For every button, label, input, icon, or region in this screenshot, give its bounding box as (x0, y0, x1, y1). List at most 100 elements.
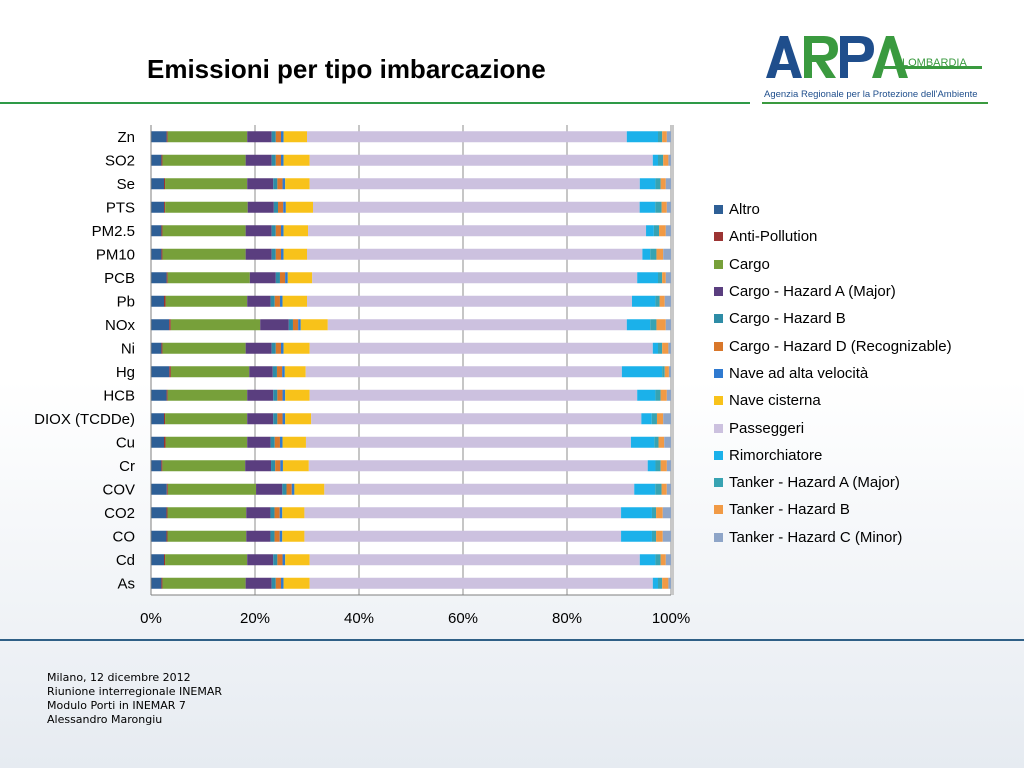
bar-segment (661, 483, 667, 495)
bar-segment (276, 366, 283, 378)
bar-segment (280, 460, 283, 472)
bar-segment (167, 483, 257, 495)
bar-segment (277, 178, 283, 190)
logo-mark (766, 36, 982, 78)
legend-label: Tanker - Hazard C (Minor) (729, 528, 903, 546)
bar-segment (279, 530, 283, 542)
bar-segment (151, 248, 162, 260)
bar-segment (283, 225, 309, 237)
bar-segment (663, 248, 671, 260)
bar-segment (169, 366, 171, 378)
bar-segment (151, 366, 170, 378)
bar-segment (282, 530, 305, 542)
bar-segment (164, 436, 166, 448)
bar-segment (249, 366, 273, 378)
bar-segment (662, 530, 671, 542)
legend-label: Altro (729, 201, 760, 219)
bar-segment (634, 483, 656, 495)
bar-segment (151, 154, 162, 166)
bar-segment (273, 413, 278, 425)
bar-segment (260, 319, 289, 331)
legend-item: Tanker - Hazard C (Minor) (714, 524, 952, 551)
bar-segment (304, 530, 622, 542)
bar-segment (161, 154, 163, 166)
bar-segment (271, 577, 276, 589)
bar-segment (161, 248, 163, 260)
bar-segment (165, 413, 248, 425)
y-tick-label: Ni (121, 340, 135, 357)
bar-segment (281, 577, 284, 589)
bar-segment (273, 389, 278, 401)
legend-swatch (714, 505, 723, 515)
legend-label: Cargo - Hazard A (Major) (729, 283, 896, 301)
y-tick-label: PM2.5 (92, 223, 135, 240)
legend-label: Cargo - Hazard D (Recognizable) (729, 337, 952, 355)
bar-segment (281, 225, 284, 237)
legend-label: Cargo - Hazard B (729, 310, 846, 328)
bar-segment (666, 460, 671, 472)
bar-segment (167, 131, 248, 143)
bar-segment (247, 131, 272, 143)
bar-segment (285, 554, 310, 566)
legend-label: Rimorchiatore (729, 446, 823, 464)
bar-segment (277, 413, 283, 425)
bar-segment (665, 178, 671, 190)
bar-segment (285, 272, 288, 284)
bar-segment (161, 342, 163, 354)
bar-segment (270, 295, 275, 307)
bar-segment (283, 154, 310, 166)
bar-segment (279, 436, 283, 448)
legend-item: Altro (714, 196, 952, 223)
chart-legend: Altro Anti-Pollution Cargo Cargo - Hazard A… (714, 196, 952, 551)
bar-segment (277, 554, 283, 566)
bar-segment (281, 154, 284, 166)
bar-segment (309, 342, 653, 354)
bar-segment (151, 460, 162, 472)
bar-segment (166, 507, 168, 519)
bar-segment (662, 342, 669, 354)
x-tick-label: 60% (448, 610, 478, 627)
bar-segment (282, 366, 285, 378)
bar-segment (281, 342, 284, 354)
bar-segment (165, 554, 248, 566)
legend-swatch (714, 341, 723, 351)
bar-segment (655, 460, 661, 472)
bar-segment (151, 131, 167, 143)
bar-segment (273, 178, 278, 190)
bar-segment (654, 436, 659, 448)
bar-segment (639, 178, 656, 190)
bar-segment (275, 460, 281, 472)
bar-segment (663, 413, 671, 425)
legend-swatch (714, 396, 723, 406)
y-tick-label: PM10 (96, 246, 135, 263)
legend-item: Nave cisterna (714, 387, 952, 414)
bar-segment (282, 389, 286, 401)
bar-segment (656, 319, 666, 331)
y-tick-label: Hg (116, 364, 135, 381)
footer-meeting: Riunione interregionale INEMAR (47, 685, 223, 698)
bar-segment (655, 295, 660, 307)
bar-segment (662, 577, 669, 589)
bar-segment (165, 201, 248, 213)
bar-segment (626, 131, 658, 143)
bar-segment (655, 483, 662, 495)
plot-area (151, 125, 671, 595)
bar-segment (151, 413, 164, 425)
bar-segment (272, 366, 277, 378)
bar-segment (286, 483, 292, 495)
legend-item: Cargo - Hazard A (Major) (714, 278, 952, 305)
y-tick-label: CO2 (104, 505, 135, 522)
bar-segment (283, 248, 307, 260)
title-divider (0, 102, 750, 104)
bar-segment (270, 436, 275, 448)
bar-segment (247, 201, 274, 213)
bar-segment (279, 507, 283, 519)
bar-segment (658, 154, 664, 166)
y-tick-label: Se (117, 176, 135, 193)
bar-segment (664, 436, 671, 448)
legend-label: Cargo (729, 255, 770, 273)
bar-segment (660, 554, 666, 566)
bar-segment (651, 507, 657, 519)
bar-segment (161, 577, 163, 589)
legend-label: Anti-Pollution (729, 228, 818, 246)
